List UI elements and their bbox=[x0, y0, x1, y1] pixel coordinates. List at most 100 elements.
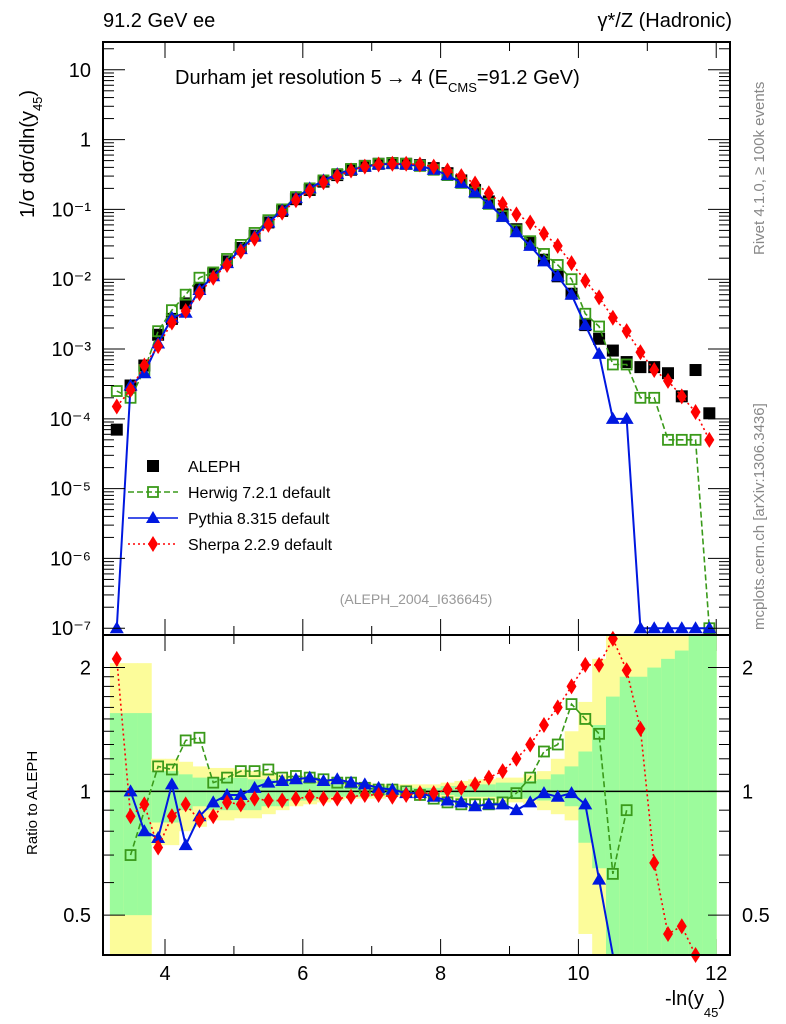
series-herwig bbox=[110, 157, 716, 635]
title-end: =91.2 GeV) bbox=[477, 67, 580, 89]
ratio-point bbox=[263, 792, 274, 809]
series-line bbox=[116, 162, 711, 629]
ratio-point bbox=[662, 925, 673, 942]
ratio-series-sherpa bbox=[111, 630, 710, 963]
legend-label: Pythia 8.315 default bbox=[188, 511, 330, 528]
legend-marker bbox=[148, 536, 158, 552]
data-point bbox=[139, 357, 150, 374]
ratio-y-tick-label: 1 bbox=[80, 781, 91, 803]
data-point bbox=[277, 204, 288, 221]
y-tick-label: 10 bbox=[69, 60, 91, 82]
legend-item: Pythia 8.315 default bbox=[128, 511, 330, 528]
uncertainty-band-green bbox=[661, 658, 676, 955]
data-point bbox=[263, 216, 274, 233]
title-arrow: → bbox=[386, 67, 406, 89]
data-point bbox=[290, 192, 301, 209]
data-point bbox=[222, 256, 233, 273]
ratio-point bbox=[525, 736, 536, 753]
data-point bbox=[703, 407, 716, 420]
title-rest: 4 (E bbox=[406, 67, 448, 89]
ratio-point bbox=[193, 731, 206, 744]
data-point bbox=[373, 156, 384, 173]
ratio-point bbox=[454, 795, 469, 808]
ratio-point bbox=[288, 772, 303, 785]
ratio-point bbox=[566, 678, 577, 695]
data-point bbox=[566, 255, 577, 272]
uncertainty-band-green bbox=[564, 766, 579, 807]
ratio-point bbox=[578, 797, 593, 810]
data-point bbox=[304, 182, 315, 199]
ratio-point bbox=[387, 788, 398, 805]
main-ylabel: 1/σ dσ/dln(y45) bbox=[17, 90, 45, 218]
ratio-point bbox=[550, 789, 565, 802]
ratio-point bbox=[206, 795, 221, 808]
ratio-point bbox=[483, 769, 494, 786]
uncertainty-band-green bbox=[592, 724, 607, 869]
main-ylabel-end: ) bbox=[17, 90, 39, 97]
ratio-point bbox=[579, 713, 592, 725]
uncertainty-band-green bbox=[550, 774, 566, 801]
ratio-point bbox=[220, 787, 235, 800]
data-point bbox=[414, 156, 425, 173]
data-point bbox=[648, 391, 661, 404]
data-point bbox=[153, 338, 164, 355]
data-point bbox=[607, 309, 618, 326]
ratio-panel: 4 6 8 10 12 2 2 1 1 0.5 0.5 bbox=[63, 630, 770, 985]
data-point bbox=[538, 225, 549, 242]
ratio-point bbox=[275, 773, 290, 786]
uncertainty-band-green bbox=[647, 667, 662, 955]
ratio-y-tick-label-right: 1 bbox=[742, 781, 753, 803]
ratio-point bbox=[371, 780, 386, 793]
data-point bbox=[152, 325, 165, 338]
ratio-point bbox=[208, 808, 219, 825]
ratio-frame bbox=[102, 634, 731, 956]
ratio-point bbox=[385, 782, 400, 795]
data-point bbox=[166, 314, 177, 331]
y-tick-label: 10⁻⁵ bbox=[50, 479, 91, 501]
ratio-point bbox=[344, 775, 359, 788]
ratio-y-tick-label: 0.5 bbox=[63, 905, 91, 927]
data-point bbox=[481, 196, 496, 209]
data-point bbox=[647, 621, 662, 634]
data-point bbox=[689, 433, 702, 446]
data-point bbox=[180, 303, 191, 320]
ratio-point bbox=[139, 796, 150, 813]
ratio-xlabel: -ln(y45) bbox=[665, 988, 725, 1020]
main-ylabel-text: 1/σ dσ/dln(y bbox=[17, 111, 39, 218]
series-pythia bbox=[109, 156, 717, 634]
ratio-point bbox=[552, 699, 563, 716]
data-point bbox=[208, 269, 219, 286]
ratio-point bbox=[125, 808, 136, 825]
ratio-point bbox=[222, 794, 233, 811]
ratio-point bbox=[332, 790, 343, 807]
legend-marker bbox=[147, 486, 159, 498]
uncertainty-band-green bbox=[151, 771, 166, 823]
ratio-point bbox=[247, 780, 262, 793]
data-point bbox=[619, 411, 634, 424]
ratio-point bbox=[580, 656, 591, 673]
ratio-point bbox=[153, 839, 164, 856]
ratio-point bbox=[373, 786, 384, 803]
data-point bbox=[332, 168, 343, 185]
data-point bbox=[674, 621, 689, 634]
data-point bbox=[704, 431, 715, 448]
uncertainty-band-green bbox=[523, 780, 538, 799]
data-point bbox=[523, 238, 538, 251]
ratio-point bbox=[151, 831, 166, 844]
ratio-point bbox=[164, 777, 179, 790]
mcplots-label: mcplots.cern.ch [arXiv:1306.3436] bbox=[751, 403, 768, 630]
ratio-point bbox=[511, 750, 522, 767]
data-point bbox=[688, 621, 703, 634]
data-point bbox=[635, 344, 646, 361]
legend-label: Herwig 7.2.1 default bbox=[188, 485, 331, 502]
legend-item: Herwig 7.2.1 default bbox=[128, 485, 331, 502]
data-point bbox=[676, 388, 687, 405]
ratio-y-tick-label-right: 0.5 bbox=[742, 905, 770, 927]
beam-label: 91.2 GeV ee bbox=[103, 10, 215, 32]
data-point bbox=[111, 398, 122, 415]
series-line bbox=[116, 162, 711, 441]
ratio-ylabel: Ratio to ALEPH bbox=[24, 751, 41, 855]
y-tick-label: 10⁻⁶ bbox=[50, 548, 91, 570]
data-point bbox=[702, 621, 717, 634]
x-tick-label: 10 bbox=[567, 963, 589, 985]
